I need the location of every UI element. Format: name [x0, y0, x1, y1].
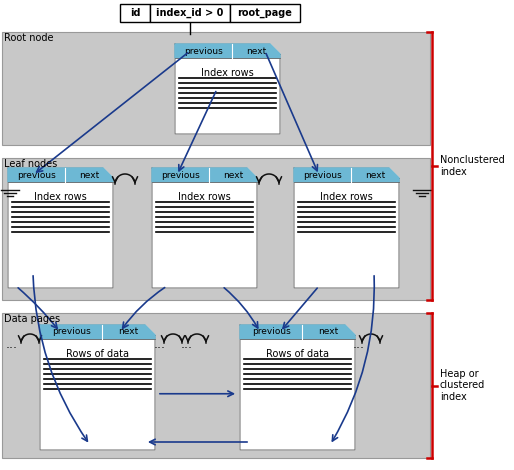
- Polygon shape: [270, 44, 280, 54]
- Polygon shape: [145, 325, 155, 335]
- Text: next: next: [118, 328, 139, 337]
- Text: next: next: [79, 171, 99, 180]
- Bar: [120, 4, 150, 22]
- Polygon shape: [240, 325, 355, 339]
- Polygon shape: [175, 44, 280, 58]
- Text: Root node: Root node: [4, 33, 53, 43]
- Polygon shape: [103, 168, 113, 178]
- Text: ...: ...: [353, 337, 365, 351]
- Text: previous: previous: [52, 328, 90, 337]
- Polygon shape: [152, 168, 257, 182]
- Polygon shape: [40, 325, 155, 339]
- Text: Index rows: Index rows: [178, 192, 231, 202]
- Text: Nonclustered
index: Nonclustered index: [440, 155, 505, 177]
- Bar: [150, 4, 230, 22]
- Text: previous: previous: [252, 328, 290, 337]
- Text: Heap or
clustered
index: Heap or clustered index: [440, 369, 485, 402]
- Bar: [2, 313, 430, 458]
- Text: Index rows: Index rows: [320, 192, 373, 202]
- Bar: [230, 4, 300, 22]
- Text: Leaf nodes: Leaf nodes: [4, 159, 57, 169]
- Text: previous: previous: [184, 47, 223, 55]
- Polygon shape: [175, 44, 280, 134]
- Polygon shape: [8, 168, 113, 182]
- Text: id: id: [130, 8, 140, 18]
- Polygon shape: [294, 168, 399, 182]
- Text: root_page: root_page: [237, 8, 292, 18]
- Polygon shape: [40, 325, 155, 450]
- Text: next: next: [223, 171, 243, 180]
- Text: next: next: [365, 171, 385, 180]
- Polygon shape: [294, 168, 399, 288]
- Polygon shape: [152, 168, 257, 288]
- Bar: [2, 32, 430, 145]
- Text: index_id > 0: index_id > 0: [156, 8, 224, 18]
- Text: Rows of data: Rows of data: [266, 349, 329, 359]
- Bar: [2, 158, 430, 300]
- Polygon shape: [247, 168, 257, 178]
- Text: previous: previous: [161, 171, 200, 180]
- Polygon shape: [389, 168, 399, 178]
- Text: Index rows: Index rows: [201, 68, 254, 78]
- Text: ...: ...: [154, 337, 166, 351]
- Text: next: next: [246, 47, 266, 55]
- Text: Data pages: Data pages: [4, 314, 60, 324]
- Polygon shape: [240, 325, 355, 450]
- Text: previous: previous: [17, 171, 56, 180]
- Polygon shape: [8, 168, 113, 288]
- Text: previous: previous: [303, 171, 342, 180]
- Text: Rows of data: Rows of data: [66, 349, 129, 359]
- Polygon shape: [345, 325, 355, 335]
- Text: ...: ...: [181, 337, 193, 351]
- Text: Index rows: Index rows: [34, 192, 87, 202]
- Text: ...: ...: [6, 337, 18, 351]
- Text: next: next: [319, 328, 339, 337]
